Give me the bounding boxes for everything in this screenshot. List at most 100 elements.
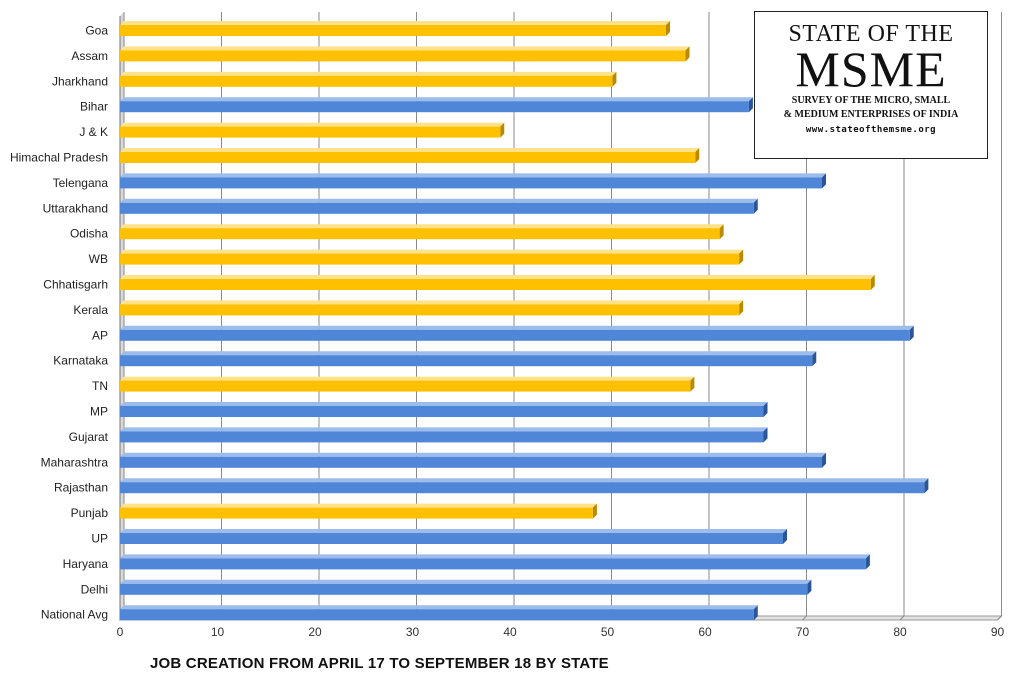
bar-front bbox=[120, 406, 764, 417]
bar-end bbox=[865, 554, 870, 570]
category-label: WB bbox=[89, 252, 108, 266]
bar-front bbox=[120, 152, 696, 163]
category-label: Punjab bbox=[71, 506, 109, 520]
logo-url: www.stateofthemsme.org bbox=[805, 125, 937, 135]
bar-end bbox=[812, 351, 817, 367]
category-label: Odisha bbox=[70, 227, 108, 241]
bar-haryana bbox=[120, 554, 870, 570]
bar-bihar bbox=[120, 97, 753, 113]
msme-logo: STATE OF THE MSME SURVEY OF THE MICRO, S… bbox=[754, 11, 988, 159]
category-label: Rajasthan bbox=[54, 481, 108, 495]
x-tick-label: 60 bbox=[698, 625, 712, 639]
bar-end bbox=[924, 478, 929, 494]
bar-national-avg bbox=[120, 605, 758, 621]
bar-top bbox=[120, 97, 753, 102]
bar-front bbox=[120, 380, 691, 392]
x-tick-label: 0 bbox=[117, 625, 124, 639]
category-label: Assam bbox=[71, 49, 108, 63]
bar-top bbox=[120, 402, 768, 406]
logo-line-4: & MEDIUM ENTERPRISES OF INDIA bbox=[783, 109, 959, 120]
bar-end bbox=[612, 71, 617, 87]
bar-punjab bbox=[120, 503, 597, 519]
bar-front bbox=[120, 482, 925, 494]
bar-top bbox=[120, 452, 826, 457]
category-label: Uttarakhand bbox=[43, 201, 108, 215]
bar-top bbox=[120, 122, 505, 127]
category-label: Telengana bbox=[53, 176, 109, 190]
bar-front bbox=[120, 431, 764, 443]
bar-front bbox=[120, 126, 501, 138]
bar-front bbox=[120, 329, 910, 341]
bar-end bbox=[592, 503, 597, 519]
bar-front bbox=[120, 507, 593, 519]
bar-end bbox=[666, 21, 670, 36]
category-label: Himachal Pradesh bbox=[10, 151, 108, 165]
bar-front bbox=[120, 75, 613, 87]
category-label: Jharkhand bbox=[52, 74, 108, 88]
bar-himachal-pradesh bbox=[120, 148, 700, 163]
bar-jharkhand bbox=[120, 71, 617, 87]
bar-top bbox=[120, 21, 670, 25]
x-tick-labels: 0 10 20 30 40 50 60 70 80 90 bbox=[117, 625, 1005, 639]
category-label: Karnataka bbox=[53, 354, 108, 368]
bar-end bbox=[685, 46, 690, 62]
bar-front bbox=[120, 101, 749, 113]
category-label: Maharashtra bbox=[41, 455, 109, 469]
category-label: Delhi bbox=[81, 582, 108, 596]
bar-j-k bbox=[120, 122, 505, 138]
bar-karnataka bbox=[120, 351, 817, 367]
gridline-foot-70 bbox=[802, 615, 807, 621]
bar-goa bbox=[120, 21, 670, 36]
bar-top bbox=[120, 275, 875, 279]
category-label: MP bbox=[90, 405, 108, 419]
bar-top bbox=[120, 427, 768, 432]
bar-front bbox=[120, 228, 720, 240]
category-label: TN bbox=[92, 379, 108, 393]
bar-top bbox=[120, 249, 744, 254]
bar-end bbox=[695, 148, 700, 163]
bar-top bbox=[120, 224, 724, 229]
x-tick-label: 50 bbox=[601, 625, 615, 639]
bar-gujarat bbox=[120, 427, 768, 443]
bar-top bbox=[120, 71, 617, 76]
bar-top bbox=[120, 605, 758, 610]
logo-line-2: MSME bbox=[795, 41, 947, 97]
bar-top bbox=[120, 529, 787, 533]
bar-top bbox=[120, 46, 690, 51]
bar-chhatisgarh bbox=[120, 275, 875, 290]
bar-delhi bbox=[120, 579, 812, 595]
bar-end bbox=[763, 402, 768, 417]
x-tick-label: 40 bbox=[503, 625, 517, 639]
bar-end bbox=[822, 452, 826, 468]
bar-maharashtra bbox=[120, 452, 826, 468]
bar-end bbox=[500, 122, 505, 138]
bar-top bbox=[120, 351, 817, 356]
bar-front bbox=[120, 533, 783, 544]
bar-end bbox=[719, 224, 724, 240]
bar-top bbox=[120, 325, 914, 330]
bar-end bbox=[739, 300, 744, 316]
bar-end bbox=[807, 579, 812, 595]
x-tick-label: 20 bbox=[308, 625, 322, 639]
bar-front bbox=[120, 609, 754, 621]
bar-top bbox=[120, 376, 695, 381]
bar-ap bbox=[120, 325, 914, 341]
category-label: Bihar bbox=[80, 100, 108, 114]
gridline-foot-90 bbox=[997, 615, 1002, 621]
category-label: Haryana bbox=[63, 557, 109, 571]
category-label: AP bbox=[92, 328, 108, 342]
bar-end bbox=[763, 427, 768, 443]
bar-front bbox=[120, 50, 686, 62]
bar-assam bbox=[120, 46, 690, 62]
bar-rajasthan bbox=[120, 478, 929, 494]
bar-end bbox=[909, 325, 914, 341]
bar-top bbox=[120, 300, 744, 305]
category-label: National Avg bbox=[41, 608, 108, 622]
category-label: J & K bbox=[79, 125, 108, 139]
bar-tn bbox=[120, 376, 695, 392]
bar-top bbox=[120, 554, 870, 559]
bar-end bbox=[690, 376, 695, 392]
x-tick-label: 70 bbox=[796, 625, 810, 639]
bar-kerala bbox=[120, 300, 744, 316]
